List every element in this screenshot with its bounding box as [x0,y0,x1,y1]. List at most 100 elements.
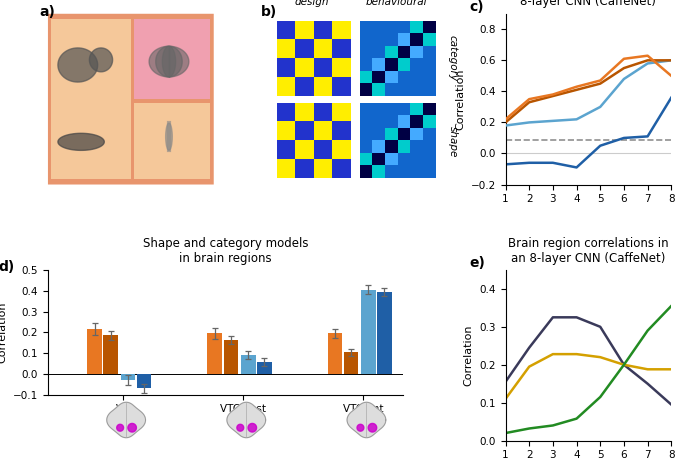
Bar [277,102,295,121]
Bar [295,121,314,140]
Polygon shape [155,46,182,77]
Bar [410,165,423,178]
Title: Brain region correlations in
an 8-layer CNN (CaffeNet): Brain region correlations in an 8-layer … [508,236,669,264]
Bar [397,115,410,128]
Text: b): b) [261,5,277,19]
Bar [332,159,351,178]
Bar [385,71,397,83]
Bar [360,165,373,178]
Bar [332,77,351,96]
Bar [277,58,295,77]
Bar [360,33,373,45]
Bar [385,21,397,33]
Bar [423,165,436,178]
Polygon shape [357,424,364,431]
Bar [410,33,423,45]
Bar [397,21,410,33]
Bar [314,58,332,77]
Bar [314,77,332,96]
Polygon shape [166,123,173,151]
Bar [373,45,385,58]
Bar [385,115,397,128]
Bar [397,153,410,165]
Polygon shape [90,48,112,72]
Bar [423,140,436,153]
Bar [397,33,410,45]
Bar [385,58,397,71]
Bar [423,83,436,96]
Bar [423,21,436,33]
Polygon shape [227,402,266,438]
Bar [332,121,351,140]
Bar [87,329,102,374]
Bar [410,115,423,128]
Bar [137,374,151,388]
Bar [385,83,397,96]
Bar [397,83,410,96]
Bar [277,140,295,159]
Bar [360,71,373,83]
Bar [295,39,314,58]
Text: c): c) [469,0,484,14]
Bar [373,21,385,33]
Bar [397,165,410,178]
Polygon shape [58,48,98,82]
Bar [360,58,373,71]
Bar [332,39,351,58]
Bar [410,83,423,96]
Bar [360,153,373,165]
Bar [103,336,118,374]
Polygon shape [107,402,145,438]
Bar [410,45,423,58]
Bar [257,362,271,374]
Bar [410,21,423,33]
Bar [277,77,295,96]
Bar [373,153,385,165]
Text: shape: shape [448,126,458,157]
Bar [373,165,385,178]
Bar [314,21,332,39]
Polygon shape [347,402,386,438]
Polygon shape [116,424,123,431]
Bar [373,58,385,71]
Bar [397,128,410,140]
Bar [360,83,373,96]
Bar [410,102,423,115]
Polygon shape [368,424,377,432]
Bar [295,58,314,77]
Polygon shape [237,424,244,431]
Title: Shape and category in an
8-layer CNN (CaffeNet): Shape and category in an 8-layer CNN (Ca… [512,0,664,8]
Text: behavioural: behavioural [365,0,427,7]
Bar [397,71,410,83]
Bar [295,77,314,96]
Bar [295,21,314,39]
Bar [360,102,373,115]
Bar [314,102,332,121]
Bar [360,45,373,58]
Text: category: category [448,35,458,81]
Y-axis label: Correlation: Correlation [455,68,465,130]
Bar [327,333,342,374]
Bar [385,165,397,178]
FancyBboxPatch shape [48,14,214,185]
Bar [373,71,385,83]
Bar [423,45,436,58]
Bar [360,128,373,140]
Bar [373,115,385,128]
Bar [134,19,210,99]
Polygon shape [248,424,257,432]
Bar [314,39,332,58]
Y-axis label: Correlation: Correlation [464,325,474,386]
Bar [377,292,392,374]
Bar [373,83,385,96]
Bar [385,102,397,115]
Bar [208,333,222,374]
Text: design: design [294,0,329,7]
Bar [423,58,436,71]
Bar [410,58,423,71]
Bar [423,102,436,115]
Polygon shape [149,46,189,77]
Bar [277,121,295,140]
Bar [410,71,423,83]
Bar [423,115,436,128]
